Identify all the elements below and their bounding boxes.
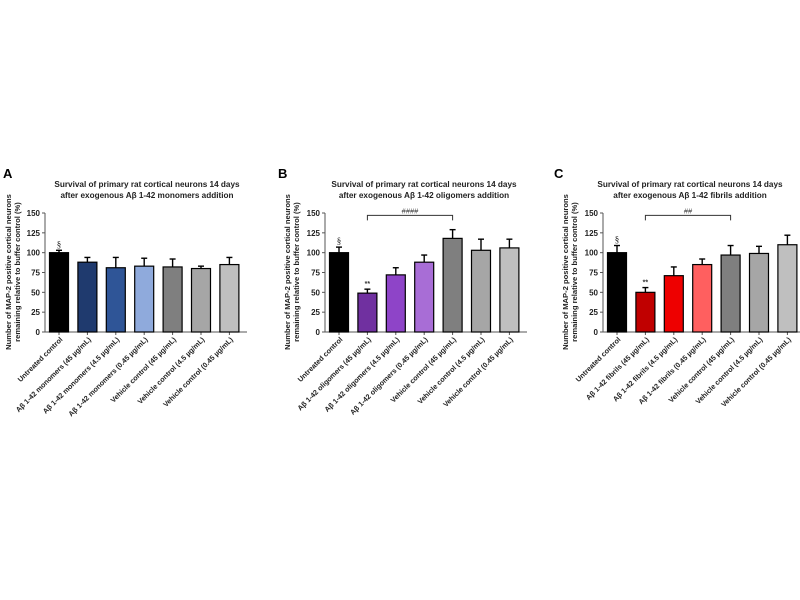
bar (414, 261, 435, 333)
bar (606, 252, 628, 333)
bar (385, 274, 406, 333)
y-axis-label-line-1: Number of MAP-2 positive cortical neuron… (283, 194, 292, 350)
y-tick-label: 50 (31, 288, 40, 297)
significance-label: § (615, 235, 620, 245)
chart-title-line-2: after exogenous Aβ 1-42 fibrils addition (613, 191, 766, 200)
bar (105, 267, 126, 333)
bar (692, 263, 713, 333)
y-tick-label: 100 (585, 249, 599, 258)
bar (328, 252, 350, 333)
significance-bracket (366, 214, 454, 221)
y-tick-label: 125 (307, 229, 321, 238)
bar (720, 254, 741, 333)
y-tick-label: 75 (311, 269, 320, 278)
bar (48, 252, 70, 333)
significance-label: § (57, 239, 62, 249)
panel-letter: C (554, 166, 564, 181)
y-tick-label: 0 (36, 328, 41, 337)
y-axis-label-line-2: remaining relative to buffer control (%) (570, 202, 579, 342)
panel-a: A Survival of primary rat cortical neuro… (3, 166, 247, 418)
chart-title-line-1: Survival of primary rat cortical neurons… (54, 180, 240, 189)
panel-c: C Survival of primary rat cortical neuro… (554, 166, 800, 409)
y-tick-label: 25 (31, 308, 40, 317)
bracket-label: ## (684, 206, 693, 215)
y-tick-label: 75 (31, 269, 40, 278)
bar (748, 252, 770, 333)
y-tick-label: 50 (311, 288, 320, 297)
y-tick-label: 125 (27, 229, 41, 238)
significance-bracket (644, 214, 732, 221)
bar (357, 292, 378, 333)
bar (777, 244, 798, 333)
panel-letter: A (3, 166, 13, 181)
y-tick-label: 0 (316, 328, 321, 337)
panel-letter: B (278, 166, 287, 181)
chart-title-line-1: Survival of primary rat cortical neurons… (597, 180, 783, 189)
y-axis-label-line-2: remaining relative to buffer control (%) (13, 202, 22, 342)
bar (499, 247, 520, 333)
bar (470, 249, 492, 333)
bar (663, 275, 684, 333)
bar (219, 263, 240, 333)
chart-title-line-2: after exogenous Aβ 1-42 oligomers additi… (339, 191, 509, 200)
bar (190, 267, 212, 333)
y-tick-label: 150 (307, 209, 321, 218)
bar (77, 261, 98, 333)
bracket-label: #### (402, 206, 420, 215)
y-axis-label-line-1: Number of MAP-2 positive cortical neuron… (4, 194, 13, 350)
y-tick-label: 100 (27, 249, 41, 258)
significance-label: § (337, 236, 342, 246)
y-tick-label: 25 (311, 308, 320, 317)
chart-title-line-1: Survival of primary rat cortical neurons… (331, 180, 517, 189)
y-tick-label: 125 (585, 229, 599, 238)
bar (442, 237, 463, 333)
y-tick-label: 75 (589, 269, 598, 278)
y-tick-label: 150 (27, 209, 41, 218)
bar (635, 291, 656, 333)
bar (134, 265, 155, 333)
significance-label: ** (365, 281, 371, 288)
y-tick-label: 50 (589, 288, 598, 297)
y-tick-label: 150 (585, 209, 599, 218)
panel-b: B Survival of primary rat cortical neuro… (278, 166, 527, 417)
y-axis-label-line-1: Number of MAP-2 positive cortical neuron… (561, 194, 570, 350)
chart-title-line-2: after exogenous Aβ 1-42 monomers additio… (60, 191, 233, 200)
bar (162, 266, 183, 333)
y-axis-label-line-2: remaining relative to buffer control (%) (292, 202, 301, 342)
y-tick-label: 25 (589, 308, 598, 317)
significance-label: ** (643, 280, 649, 287)
y-tick-label: 100 (307, 249, 321, 258)
y-tick-label: 0 (594, 328, 599, 337)
